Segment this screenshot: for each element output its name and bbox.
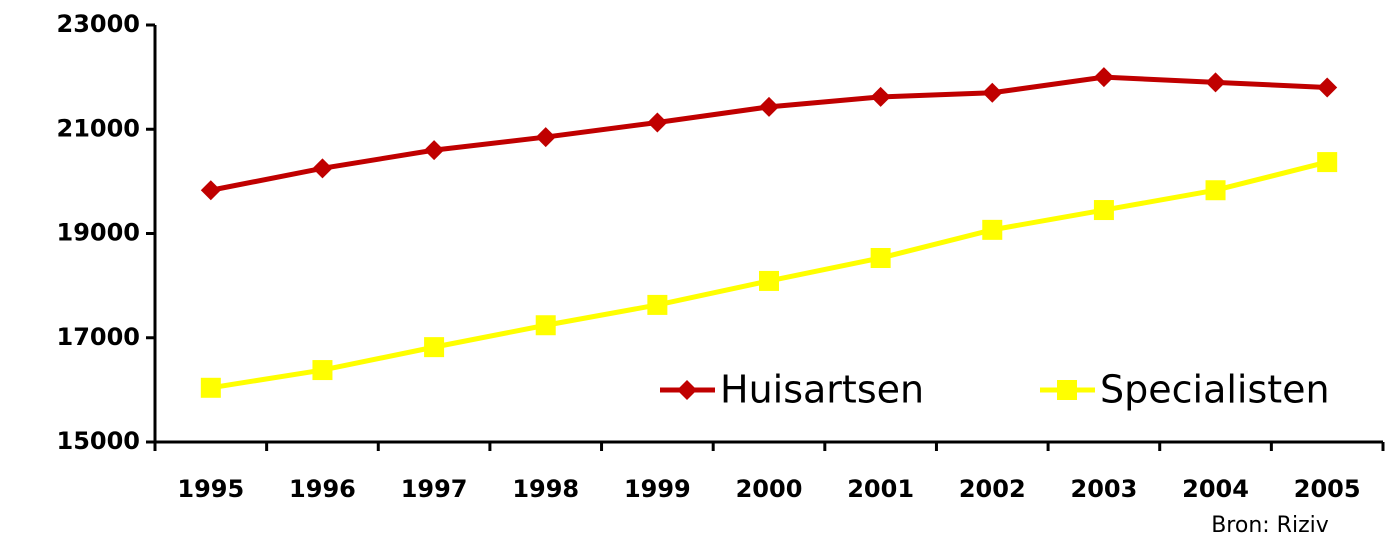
y-tick-label: 17000 — [57, 323, 141, 351]
marker — [870, 247, 891, 268]
marker — [535, 315, 556, 336]
x-tick-label: 1996 — [289, 475, 356, 503]
marker — [312, 158, 333, 179]
x-tick-label: 2002 — [959, 475, 1026, 503]
marker — [312, 360, 333, 381]
marker — [200, 180, 221, 201]
x-tick-label: 1999 — [624, 475, 691, 503]
marker — [1205, 72, 1226, 93]
y-tick-label: 15000 — [57, 427, 141, 455]
marker — [647, 112, 668, 133]
marker — [982, 219, 1003, 240]
x-tick-label: 2000 — [736, 475, 803, 503]
marker — [200, 377, 221, 398]
source-note: Bron: Riziv — [1211, 513, 1329, 538]
x-tick-label: 2005 — [1294, 475, 1361, 503]
x-tick-label: 2004 — [1182, 475, 1249, 503]
marker — [535, 127, 556, 148]
marker — [424, 140, 445, 161]
y-tick-label: 23000 — [57, 10, 141, 38]
x-tick-label: 2001 — [847, 475, 914, 503]
x-tick-label: 1997 — [401, 475, 468, 503]
legend-label: Specialisten — [1100, 368, 1330, 412]
marker — [1057, 380, 1077, 400]
marker — [982, 82, 1003, 103]
y-tick-label: 19000 — [57, 219, 141, 247]
x-tick-label: 2003 — [1071, 475, 1138, 503]
marker — [677, 380, 697, 400]
marker — [759, 270, 779, 291]
x-tick-label: 1998 — [512, 475, 579, 503]
marker — [1093, 200, 1114, 221]
line — [210, 74, 1328, 193]
marker — [759, 96, 779, 117]
marker — [647, 294, 668, 315]
marker — [1093, 67, 1114, 88]
marker — [870, 86, 891, 107]
marker — [1317, 152, 1338, 173]
marker — [1205, 180, 1226, 201]
y-tick-label: 21000 — [57, 114, 141, 142]
marker — [1317, 77, 1338, 98]
marker — [424, 337, 445, 358]
x-tick-label: 1995 — [177, 475, 244, 503]
legend-label: Huisartsen — [720, 368, 924, 412]
